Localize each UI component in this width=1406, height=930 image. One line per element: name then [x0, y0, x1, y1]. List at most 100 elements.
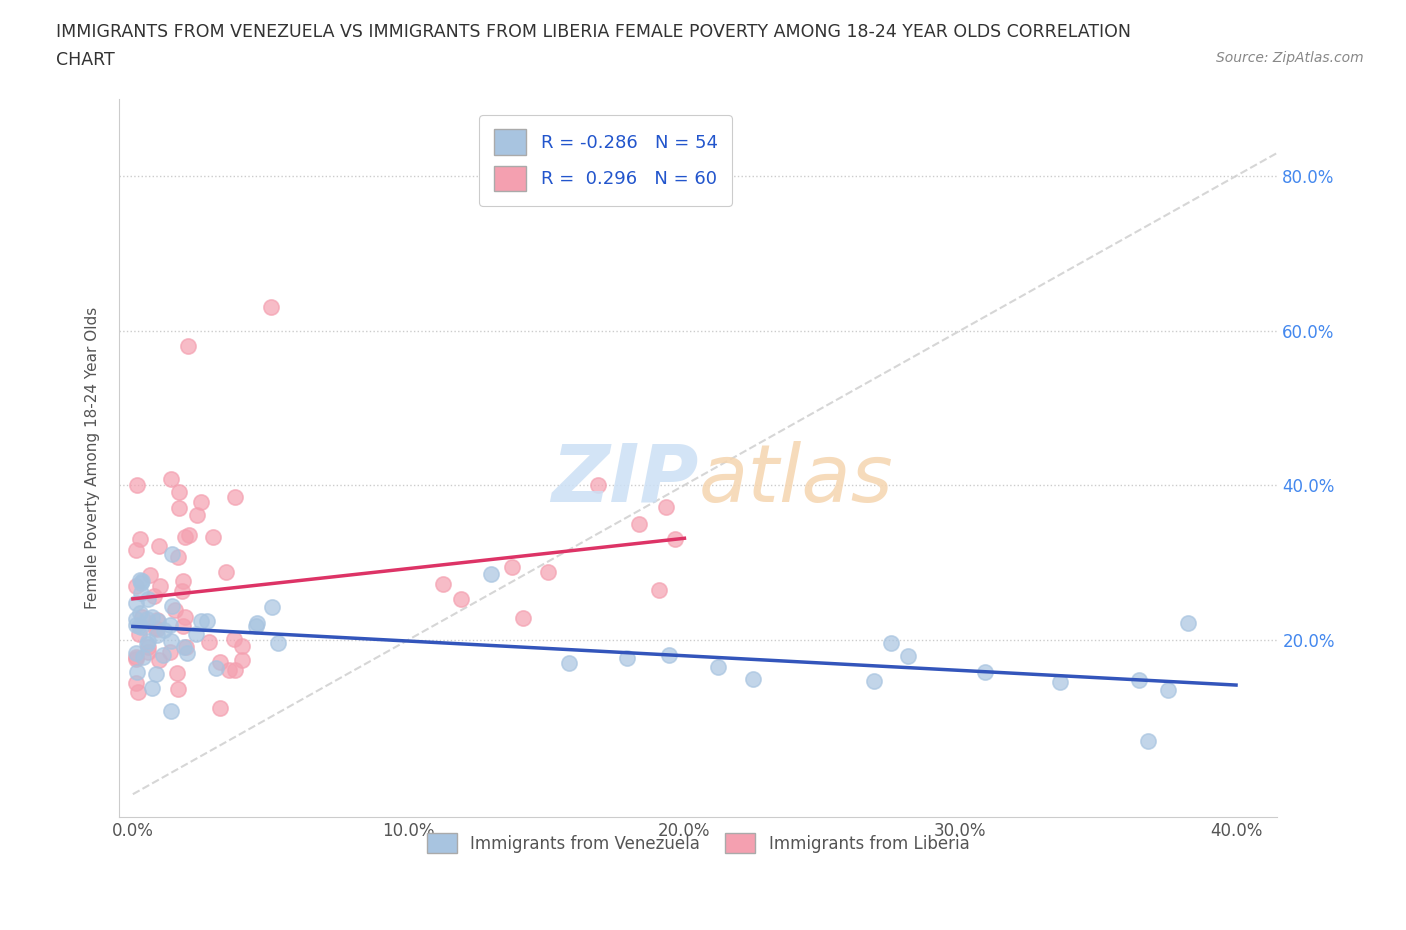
Point [124, 618, 146, 632]
Point [136, 637, 159, 652]
Point [214, 565, 236, 579]
Text: IMMIGRANTS FROM VENEZUELA VS IMMIGRANTS FROM LIBERIA FEMALE POVERTY AMONG 18-24 : IMMIGRANTS FROM VENEZUELA VS IMMIGRANTS … [56, 23, 1132, 41]
Point [231, 639, 253, 654]
Legend: Immigrants from Venezuela, Immigrants from Liberia: Immigrants from Venezuela, Immigrants fr… [420, 827, 976, 859]
Point [170, 584, 193, 599]
Point [166, 666, 188, 681]
Text: atlas: atlas [699, 441, 893, 519]
Point [262, 599, 284, 614]
Point [152, 647, 174, 662]
Point [136, 639, 159, 654]
Point [129, 576, 152, 591]
Point [159, 644, 181, 659]
Point [628, 517, 651, 532]
Point [128, 531, 150, 546]
Point [124, 649, 146, 664]
Point [616, 651, 638, 666]
Text: ZIP: ZIP [551, 441, 699, 519]
Point [209, 700, 232, 715]
Point [741, 671, 763, 686]
Point [197, 634, 219, 649]
Point [124, 651, 146, 666]
Point [160, 472, 183, 487]
Point [138, 644, 160, 659]
Point [160, 547, 183, 562]
Point [224, 631, 246, 646]
Point [1157, 683, 1180, 698]
Point [658, 647, 681, 662]
Point [167, 485, 190, 499]
Point [450, 591, 472, 606]
Point [159, 618, 181, 632]
Point [707, 659, 730, 674]
Point [588, 478, 610, 493]
Point [664, 532, 686, 547]
Point [1177, 616, 1199, 631]
Point [172, 574, 194, 589]
Point [136, 612, 159, 627]
Point [167, 500, 190, 515]
Point [160, 598, 183, 613]
Point [131, 609, 153, 624]
Point [648, 583, 671, 598]
Point [205, 661, 228, 676]
Point [160, 633, 183, 648]
Point [145, 620, 167, 635]
Point [231, 652, 253, 667]
Point [167, 682, 190, 697]
Point [148, 653, 170, 668]
Point [195, 613, 218, 628]
Point [136, 591, 159, 606]
Point [127, 684, 149, 699]
Point [128, 573, 150, 588]
Point [174, 640, 197, 655]
Point [139, 568, 162, 583]
Point [1137, 733, 1160, 748]
Point [501, 560, 523, 575]
Point [512, 610, 534, 625]
Point [260, 299, 283, 314]
Point [245, 618, 267, 633]
Point [146, 614, 169, 629]
Point [136, 633, 159, 648]
Point [558, 656, 581, 671]
Point [163, 603, 186, 618]
Point [218, 662, 240, 677]
Point [149, 579, 172, 594]
Y-axis label: Female Poverty Among 18-24 Year Olds: Female Poverty Among 18-24 Year Olds [86, 307, 100, 609]
Text: CHART: CHART [56, 51, 115, 69]
Point [246, 616, 269, 631]
Point [190, 614, 212, 629]
Point [127, 477, 149, 492]
Point [655, 500, 678, 515]
Point [1049, 674, 1071, 689]
Point [186, 626, 208, 641]
Point [127, 665, 149, 680]
Point [897, 648, 920, 663]
Point [132, 649, 155, 664]
Point [128, 626, 150, 641]
Point [880, 635, 903, 650]
Point [186, 508, 208, 523]
Point [177, 339, 200, 353]
Point [145, 667, 167, 682]
Point [190, 494, 212, 509]
Point [167, 549, 190, 564]
Point [146, 612, 169, 627]
Point [479, 566, 502, 581]
Point [224, 490, 246, 505]
Point [146, 628, 169, 643]
Point [141, 681, 163, 696]
Point [174, 609, 197, 624]
Point [143, 589, 166, 604]
Point [974, 665, 997, 680]
Point [152, 623, 174, 638]
Point [124, 578, 146, 593]
Point [128, 605, 150, 620]
Point [202, 529, 225, 544]
Point [131, 574, 153, 589]
Point [124, 645, 146, 660]
Point [267, 635, 290, 650]
Point [148, 538, 170, 553]
Point [174, 529, 197, 544]
